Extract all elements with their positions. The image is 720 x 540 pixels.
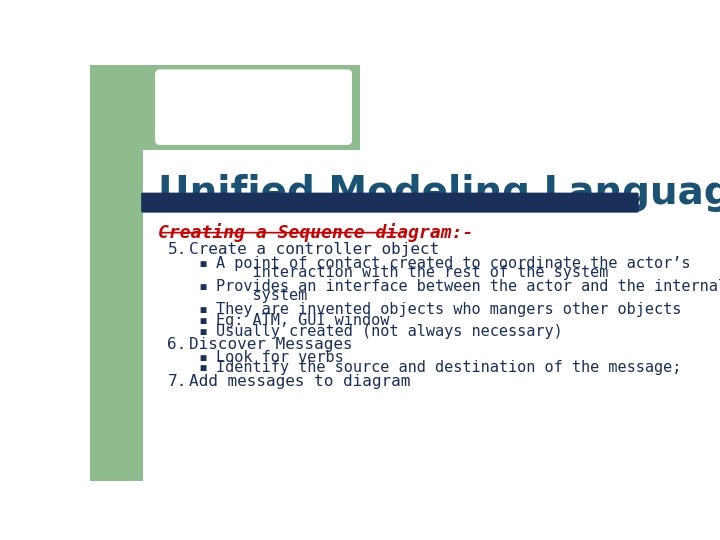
Text: ▪: ▪ — [199, 279, 207, 294]
Text: Usually created (not always necessary): Usually created (not always necessary) — [215, 323, 562, 339]
Text: ▪: ▪ — [199, 256, 207, 271]
Text: Add messages to diagram: Add messages to diagram — [189, 374, 410, 389]
Text: Look for verbs: Look for verbs — [215, 350, 343, 364]
Text: Provides an interface between the actor and the internal: Provides an interface between the actor … — [215, 279, 720, 294]
Text: ▪: ▪ — [199, 302, 207, 317]
FancyBboxPatch shape — [90, 65, 143, 481]
Text: Identify the source and destination of the message;: Identify the source and destination of t… — [215, 361, 681, 375]
Text: Eg: ATM, GUI window: Eg: ATM, GUI window — [215, 313, 389, 328]
FancyBboxPatch shape — [155, 70, 352, 145]
Text: Create a controller object: Create a controller object — [189, 242, 439, 257]
Text: A point of contact created to coordinate the actor’s: A point of contact created to coordinate… — [215, 256, 690, 271]
Text: Unified Modeling Language/ UML: Unified Modeling Language/ UML — [158, 174, 720, 212]
Text: Creating a Sequence diagram:-: Creating a Sequence diagram:- — [158, 222, 474, 241]
Text: ▪: ▪ — [199, 361, 207, 375]
Text: ▪: ▪ — [199, 323, 207, 339]
Text: They are invented objects who mangers other objects: They are invented objects who mangers ot… — [215, 302, 681, 317]
Text: ▪: ▪ — [199, 313, 207, 328]
Text: 6.: 6. — [168, 338, 186, 353]
Text: interaction with the rest of the system: interaction with the rest of the system — [215, 265, 608, 280]
FancyBboxPatch shape — [141, 193, 639, 213]
Text: ▪: ▪ — [199, 350, 207, 364]
Text: system: system — [215, 288, 307, 303]
Text: Discover Messages: Discover Messages — [189, 338, 353, 353]
Text: 5.: 5. — [168, 242, 186, 257]
FancyBboxPatch shape — [143, 65, 360, 150]
Text: 7.: 7. — [168, 374, 186, 389]
